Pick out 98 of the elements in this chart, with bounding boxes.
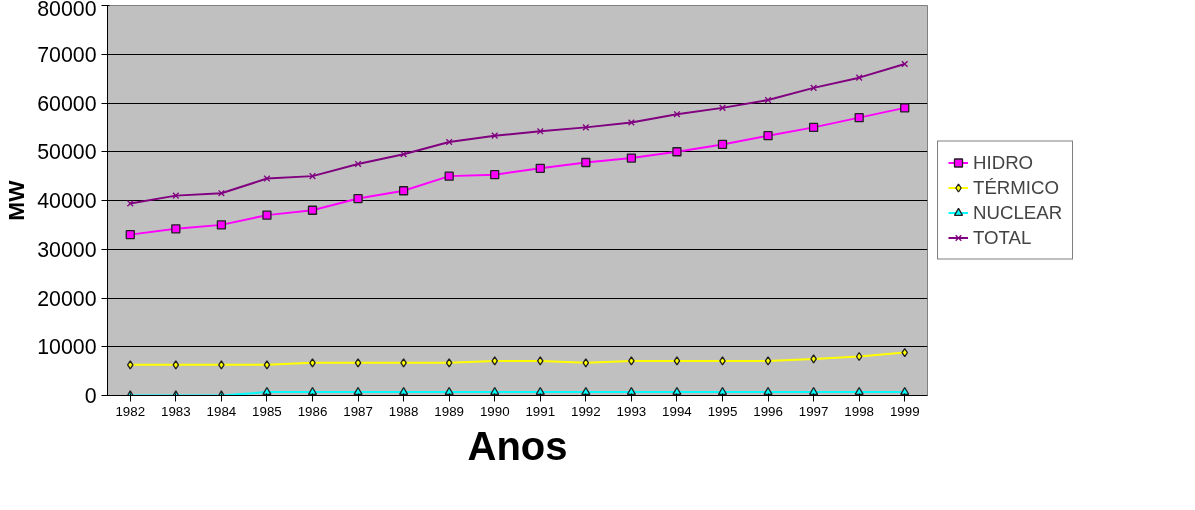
point (901, 347, 909, 358)
point (535, 163, 545, 173)
point (218, 360, 225, 370)
x-tick-label: 1992 (571, 403, 601, 419)
x-tick-label: 1994 (662, 403, 693, 419)
point (901, 60, 909, 68)
point (400, 358, 407, 368)
point (854, 112, 864, 123)
point (672, 147, 682, 157)
x-tick-label: 1983 (161, 403, 191, 419)
point (810, 354, 817, 364)
point (581, 386, 591, 396)
x-tick-label: 1982 (115, 403, 146, 419)
point (172, 192, 180, 200)
point (717, 139, 728, 150)
x-tick-label: 1988 (388, 403, 419, 419)
point (126, 199, 134, 207)
x-tick-label: 1993 (616, 403, 647, 419)
y-tick-label: 40000 (37, 189, 97, 213)
x-tick-label: 1991 (525, 403, 556, 419)
point (217, 189, 225, 197)
point (307, 205, 318, 215)
point (262, 386, 272, 396)
point (808, 386, 819, 396)
point (400, 150, 408, 158)
y-axis-title: MW (3, 179, 30, 221)
point (171, 224, 181, 234)
point (263, 360, 271, 370)
x-tick-label: 1999 (889, 403, 920, 419)
y-tick-label: 10000 (37, 335, 97, 360)
point (855, 74, 863, 82)
point (262, 210, 272, 220)
x-tick-label: 1984 (206, 403, 237, 419)
point (354, 358, 362, 368)
point (582, 358, 590, 368)
x-tick-label: 1990 (479, 403, 510, 419)
point (581, 157, 591, 168)
point (719, 104, 726, 112)
point (672, 386, 682, 396)
x-tick-label: 1989 (434, 403, 464, 419)
x-tick-label: 1986 (297, 403, 328, 419)
point (172, 360, 180, 370)
point (307, 386, 318, 396)
point (673, 110, 681, 118)
point (717, 386, 728, 396)
point (353, 193, 363, 204)
point (444, 386, 454, 396)
point (900, 386, 910, 396)
x-tick-label: 1987 (343, 403, 373, 419)
point (763, 131, 773, 141)
point (263, 175, 271, 183)
x-tick-label: 1997 (798, 403, 829, 419)
y-tick-label: 0 (84, 384, 97, 408)
point (125, 229, 135, 240)
point (808, 122, 819, 133)
point (763, 386, 773, 396)
point (490, 386, 500, 396)
point (126, 360, 134, 370)
legend-label: HIDRO (973, 151, 1034, 174)
point (445, 138, 453, 146)
point (353, 386, 363, 396)
point (309, 358, 316, 368)
y-tick-label: 20000 (37, 286, 97, 311)
point (626, 386, 637, 396)
point (582, 123, 590, 131)
x-axis-title: Anos (467, 423, 568, 468)
point (536, 356, 544, 366)
y-tick-label: 60000 (37, 91, 97, 116)
y-tick-label: 70000 (37, 42, 97, 67)
x-tick-label: 1995 (707, 403, 738, 419)
point (854, 386, 864, 396)
x-tick-label: 1985 (252, 403, 282, 419)
point (810, 84, 818, 92)
point (445, 358, 453, 368)
point (491, 356, 499, 366)
point (398, 186, 409, 196)
legend-label: TÉRMICO (973, 176, 1060, 199)
point (900, 103, 910, 113)
point (309, 172, 316, 180)
point (626, 153, 637, 163)
point (216, 220, 227, 230)
point (444, 171, 454, 181)
legend-label: NUCLEAR (973, 201, 1063, 224)
y-tick-label: 50000 (37, 140, 97, 165)
point (855, 351, 863, 362)
point (398, 386, 409, 396)
point (627, 119, 635, 126)
point (764, 356, 772, 366)
point (490, 170, 500, 180)
point (628, 356, 635, 366)
point (719, 356, 726, 366)
x-tick-label: 1996 (753, 403, 783, 419)
y-tick-label: 80000 (37, 0, 97, 21)
legend-label: TOTAL (973, 226, 1032, 249)
point (535, 386, 545, 396)
point (673, 356, 681, 366)
x-tick-label: 1998 (844, 403, 874, 419)
y-tick-label: 30000 (37, 237, 97, 262)
